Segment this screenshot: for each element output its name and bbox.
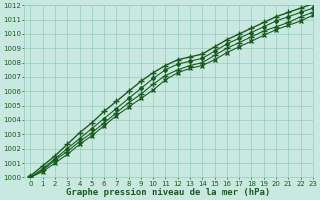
X-axis label: Graphe pression niveau de la mer (hPa): Graphe pression niveau de la mer (hPa) bbox=[66, 188, 271, 197]
